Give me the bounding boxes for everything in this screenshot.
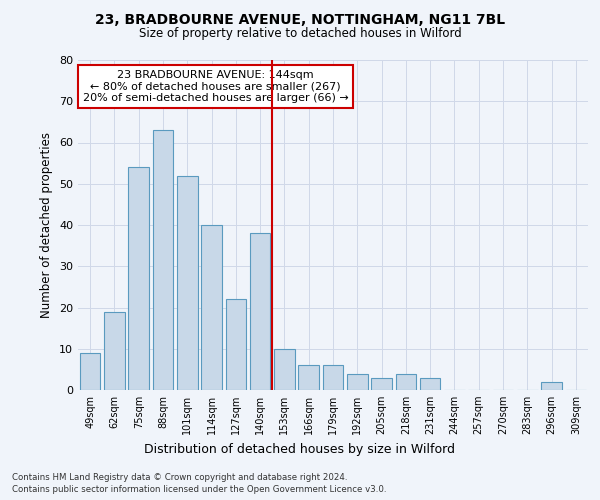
Text: 23 BRADBOURNE AVENUE: 144sqm
← 80% of detached houses are smaller (267)
20% of s: 23 BRADBOURNE AVENUE: 144sqm ← 80% of de… <box>83 70 349 103</box>
Bar <box>298 365 319 390</box>
Bar <box>347 374 368 390</box>
Text: Contains public sector information licensed under the Open Government Licence v3: Contains public sector information licen… <box>12 485 386 494</box>
Bar <box>104 312 125 390</box>
Bar <box>201 225 222 390</box>
Bar <box>128 167 149 390</box>
Bar <box>420 378 440 390</box>
Bar <box>274 349 295 390</box>
Bar <box>323 365 343 390</box>
Bar <box>250 233 271 390</box>
Bar <box>395 374 416 390</box>
Text: Distribution of detached houses by size in Wilford: Distribution of detached houses by size … <box>145 442 455 456</box>
Y-axis label: Number of detached properties: Number of detached properties <box>40 132 53 318</box>
Bar <box>226 299 246 390</box>
Bar <box>541 382 562 390</box>
Text: Size of property relative to detached houses in Wilford: Size of property relative to detached ho… <box>139 28 461 40</box>
Bar <box>371 378 392 390</box>
Text: Contains HM Land Registry data © Crown copyright and database right 2024.: Contains HM Land Registry data © Crown c… <box>12 472 347 482</box>
Bar <box>152 130 173 390</box>
Bar <box>177 176 197 390</box>
Bar <box>80 353 100 390</box>
Text: 23, BRADBOURNE AVENUE, NOTTINGHAM, NG11 7BL: 23, BRADBOURNE AVENUE, NOTTINGHAM, NG11 … <box>95 12 505 26</box>
